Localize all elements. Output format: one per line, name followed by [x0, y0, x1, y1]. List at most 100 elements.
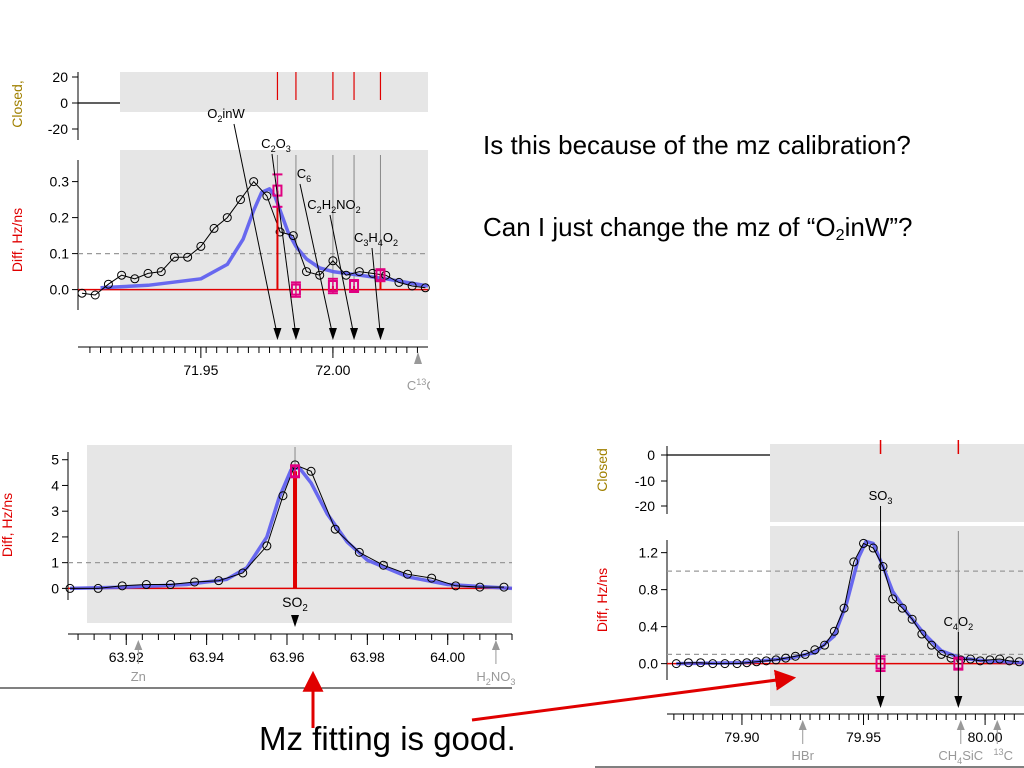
closed-axis-label: Closed, [9, 80, 25, 127]
observed-point [800, 649, 810, 659]
observed-point [130, 274, 140, 284]
question2-prefix: Can I just change the mz of “O [483, 212, 836, 242]
fit-curve [676, 539, 1024, 666]
caption-mz-fitting: Mz fitting is good. [259, 720, 516, 757]
peak-marker [327, 280, 338, 292]
x-tick-label: 71.95 [183, 362, 218, 378]
y-tick-label: 0.8 [639, 582, 659, 598]
peak-label: C6 [297, 166, 311, 184]
observed-point [354, 267, 364, 277]
observed-point [966, 654, 976, 664]
peak-marker [290, 283, 301, 296]
observed-point [235, 195, 245, 205]
below-marker-icon [993, 720, 1002, 730]
observed-point [330, 524, 340, 534]
observed-point [975, 656, 985, 666]
peak-label: C2H2NO2 [307, 197, 360, 215]
observed-point [499, 582, 509, 592]
label-arrowhead [291, 615, 300, 627]
observed-point [771, 655, 781, 665]
isotope-marker-icon [414, 352, 422, 364]
closed-tick-label: -10 [635, 473, 655, 489]
observed-point [262, 541, 272, 551]
peak-marker [290, 465, 301, 478]
y-tick-label: 0 [51, 580, 59, 596]
observed-point [222, 213, 232, 223]
observed-point [381, 270, 391, 280]
diff-panel-bg [120, 150, 428, 340]
observed-point [278, 491, 288, 501]
observed-point [927, 640, 937, 650]
chart-mz72: Closed, Diff, Hz/ns 20 0 -20 0.0 0.1 0.2 0.3 7… [9, 69, 430, 393]
observed-point [394, 277, 404, 287]
observed-point [214, 576, 224, 586]
observed-point [117, 270, 127, 280]
observed-point [936, 649, 946, 659]
chart-mz64: Diff, Hz/ns 0 1 2 3 4 5 63.92 63.94 63.96 63.98 64… [0, 445, 515, 689]
observed-point [141, 580, 151, 590]
observed-point [275, 227, 285, 237]
x-tick-label: 79.95 [846, 729, 881, 745]
observed-point [354, 547, 364, 557]
observed-point [93, 583, 103, 593]
x-tick-label: 63.92 [109, 649, 144, 665]
below-marker-label: Zn [131, 669, 146, 684]
below-marker-label: H2NO3 [476, 669, 515, 687]
observed-point [683, 658, 693, 668]
below-marker-icon [956, 720, 965, 730]
label-leader-line [329, 214, 355, 337]
peak-marker [349, 280, 360, 292]
observed-point [956, 655, 966, 665]
observed-point [427, 573, 437, 583]
question-calibration: Is this because of the mz calibration? [483, 130, 911, 160]
y-tick-label: 0.3 [50, 174, 70, 190]
observed-point [302, 267, 312, 277]
closed-tick-label: -20 [635, 498, 655, 514]
label-arrowhead [328, 328, 337, 340]
label-arrowhead [291, 328, 300, 340]
observed-point [888, 594, 898, 604]
below-marker-label: HBr [792, 748, 815, 763]
observed-point [820, 640, 830, 650]
observed-point [839, 603, 849, 613]
closed-panel-bg [770, 444, 1024, 522]
observed-point [720, 659, 730, 669]
observed-point [810, 645, 820, 655]
peak-marker [375, 269, 386, 282]
x-tick-label: 72.00 [315, 362, 350, 378]
observed-point [849, 557, 859, 567]
observed-point [183, 252, 193, 262]
label-arrowhead [273, 328, 282, 340]
peak-label: C2O3 [261, 136, 291, 154]
observed-point [671, 659, 681, 669]
observed-point [196, 241, 206, 251]
observed-point [103, 279, 113, 289]
closed-panel-bg [120, 72, 428, 112]
observed-point [143, 268, 153, 278]
y-tick-label: 0.2 [50, 210, 70, 226]
observed-point [868, 543, 878, 553]
x-tick-label: 63.94 [189, 649, 224, 665]
peak-label: C4O2 [944, 614, 974, 632]
label-leader-line [371, 247, 381, 337]
x-tick-label: 79.90 [724, 729, 759, 745]
observed-point [995, 654, 1005, 664]
observed-point [238, 568, 248, 578]
below-marker-icon [798, 720, 807, 730]
observed-point [90, 290, 100, 300]
observed-point [1014, 657, 1024, 667]
label-arrowhead [876, 696, 885, 708]
isotope-marker-label: C13CC [407, 377, 430, 393]
observed-point [897, 603, 907, 613]
label-leader-line [233, 123, 278, 337]
observed-point [117, 581, 127, 591]
observed-point [306, 466, 316, 476]
observed-point [315, 270, 325, 280]
x-tick-label: 63.96 [269, 649, 304, 665]
observed-point [907, 614, 917, 624]
observed-point [742, 658, 752, 668]
y-tick-label: 0.0 [639, 656, 659, 672]
observed-point [761, 656, 771, 666]
diff-panel-bg [770, 526, 1024, 706]
